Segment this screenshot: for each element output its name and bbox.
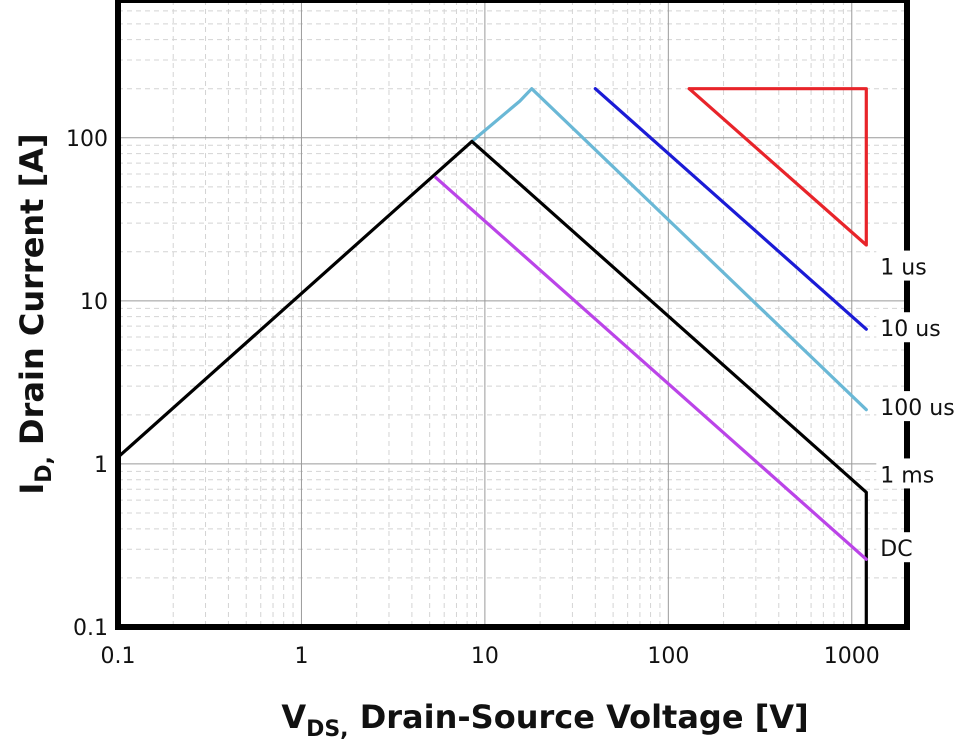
curve-label-10-us: 10 us [880,317,940,342]
y-tick-label: 0.1 [73,616,108,641]
y-tick-label: 100 [66,127,108,152]
curve-label-bg [876,532,917,563]
curve-labels: 1 us 10 us 100 us 1 ms DC [876,250,959,563]
series-line-100-us [470,87,868,412]
curve-label-bg [876,458,939,489]
y-tick-labels: 0.1 1 10 100 [66,127,108,641]
y-tick-label: 10 [80,290,108,315]
x-tick-label: 100 [647,644,689,669]
series-line-1-us [687,87,868,247]
curve-label-bg [876,312,945,343]
series-line-10-us [593,87,868,331]
x-axis-title: VDS, Drain-Source Voltage [V] [281,698,808,740]
series-line-DC [434,176,868,561]
series-layer [116,87,868,629]
curve-label-1-us: 1 us [880,256,926,281]
y-axis-title: ID, Drain Current [A] [13,133,57,494]
curve-label-bg [876,250,931,281]
x-tick-label: 1000 [824,644,880,669]
x-tick-labels: 0.1 1 10 100 1000 [101,644,880,669]
curve-label-bg [876,391,959,422]
x-tick-label: 10 [471,644,499,669]
curve-label-100-us: 100 us [880,396,954,421]
x-tick-label: 0.1 [101,644,136,669]
x-tick-label: 1 [294,644,308,669]
curve-label-DC: DC [880,537,912,562]
y-tick-label: 1 [94,453,108,478]
curve-label-1-ms: 1 ms [880,463,934,488]
